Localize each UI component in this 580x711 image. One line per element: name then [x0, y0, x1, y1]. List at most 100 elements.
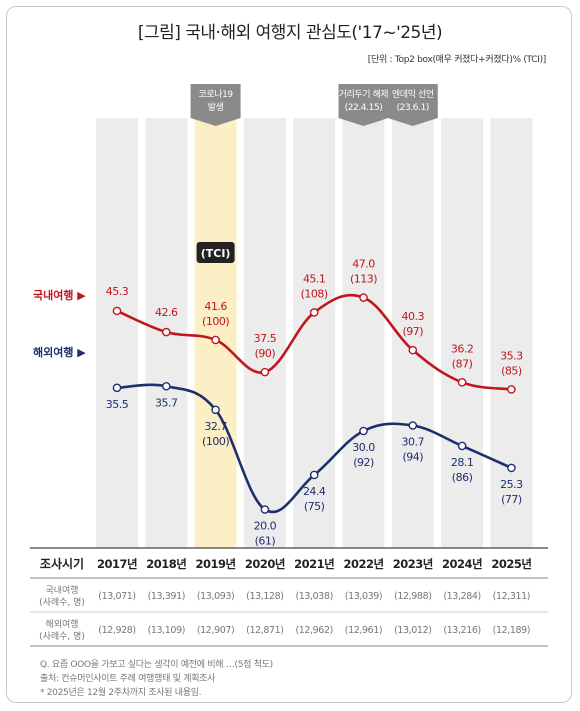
column-band — [243, 118, 286, 548]
data-point-domestic — [211, 335, 220, 345]
domestic-sample-size: (12,988) — [394, 591, 431, 602]
event-label: (22.4.15) — [345, 103, 383, 113]
question-note: Q. 요즘 OOO을 가보고 싶다는 생각이 예전에 비해 …(5점 척도) — [40, 660, 273, 670]
overseas-value-label: 30.0 — [352, 441, 375, 454]
data-point-overseas — [309, 470, 319, 480]
overseas-value-label: 32.7 — [204, 420, 227, 433]
overseas-sample-size: (13,216) — [443, 625, 480, 636]
year-tick-label: 2018년 — [146, 557, 186, 571]
domestic-sample-size: (13,071) — [98, 591, 135, 602]
event-label: 발생 — [208, 102, 224, 113]
chart-title: [그림] 국내·해외 여행지 관심도('17~'25년) — [137, 23, 443, 43]
tci-badge — [196, 242, 235, 263]
column-band — [441, 118, 484, 548]
table-header-label: 조사시기 — [40, 556, 84, 571]
domestic-sample-size: (13,093) — [197, 591, 234, 602]
domestic-value-label: 45.1 — [303, 272, 326, 285]
overseas-tci-label: (61) — [255, 535, 276, 548]
overseas-sample-size: (12,189) — [493, 625, 530, 636]
series-name-overseas: 해외여행 ▶ — [33, 345, 86, 359]
data-point-overseas — [211, 405, 220, 415]
domestic-tci-label: (100) — [202, 315, 229, 328]
domestic-value-label: 47.0 — [352, 258, 375, 271]
overseas-value-label: 24.4 — [303, 485, 326, 498]
overseas-tci-label: (77) — [501, 493, 522, 506]
event-tag — [190, 84, 241, 126]
overseas-row-label: (사례수, 명) — [39, 631, 85, 642]
domestic-row-label: (사례수, 명) — [39, 597, 85, 608]
overseas-value-label: 28.1 — [451, 456, 474, 469]
overseas-tci-label: (100) — [202, 435, 229, 448]
domestic-value-label: 37.5 — [254, 332, 277, 345]
overseas-value-label: 35.7 — [155, 396, 178, 409]
domestic-sample-size: (13,284) — [443, 591, 480, 602]
overseas-tci-label: (75) — [304, 500, 325, 513]
data-point-domestic — [457, 378, 467, 387]
domestic-tci-label: (85) — [501, 364, 522, 377]
year-tick-label: 2017년 — [97, 557, 137, 571]
overseas-sample-size: (13,109) — [148, 625, 185, 636]
overseas-value-label: 30.7 — [402, 436, 425, 449]
overseas-sample-size: (12,961) — [345, 625, 382, 636]
domestic-value-label: 41.6 — [204, 300, 227, 313]
highlight-column — [194, 90, 237, 548]
year-tick-label: 2020년 — [245, 557, 285, 571]
domestic-tci-label: (113) — [350, 273, 377, 286]
overseas-sample-size: (12,962) — [295, 625, 332, 636]
year-tick-label: 2019년 — [196, 557, 236, 571]
data-point-overseas — [457, 441, 467, 451]
year-tick-label: 2025년 — [491, 557, 531, 571]
source-note: 출처: 컨슈머인사이트 주례 여행행태 및 계획조사 — [40, 674, 216, 684]
overseas-value-label: 20.0 — [254, 520, 277, 533]
data-point-domestic — [408, 345, 418, 355]
overseas-tci-label: (86) — [452, 471, 473, 484]
year-tick-label: 2024년 — [442, 557, 482, 571]
data-point-overseas — [507, 463, 516, 473]
year-tick-label: 2023년 — [393, 557, 433, 571]
event-tag — [387, 84, 438, 126]
domestic-tci-label: (108) — [301, 287, 328, 300]
domestic-sample-size: (13,128) — [246, 591, 283, 602]
column-band — [293, 118, 336, 548]
overseas-value-label: 25.3 — [500, 478, 523, 491]
data-point-domestic — [507, 385, 516, 394]
domestic-sample-size: (13,039) — [345, 591, 382, 602]
column-band — [342, 118, 385, 548]
domestic-tci-label: (90) — [255, 347, 276, 360]
year-tick-label: 2022년 — [343, 557, 383, 571]
event-label: 엔데믹 선언 — [392, 88, 434, 100]
column-band — [96, 118, 138, 548]
data-point-domestic — [112, 306, 122, 316]
domestic-sample-size: (13,391) — [148, 591, 185, 602]
overseas-sample-size: (13,012) — [394, 625, 431, 636]
event-label: (23.6.1) — [397, 103, 429, 113]
overseas-sample-size: (12,871) — [246, 625, 283, 636]
event-label: 코로나19 — [198, 89, 233, 100]
data-point-domestic — [260, 367, 270, 377]
domestic-tci-label: (87) — [452, 357, 473, 370]
domestic-sample-size: (13,038) — [295, 591, 332, 602]
event-label: 거리두기 해제 — [339, 89, 389, 100]
domestic-value-label: 42.6 — [155, 306, 178, 319]
domestic-value-label: 40.3 — [402, 310, 425, 323]
domestic-value-label: 36.2 — [451, 342, 474, 355]
data-point-domestic — [161, 327, 171, 337]
data-point-overseas — [260, 505, 270, 514]
data-point-overseas — [161, 381, 171, 391]
data-point-overseas — [112, 383, 122, 393]
domestic-row-label: 국내여행 — [45, 584, 78, 596]
overseas-row-label: 해외여행 — [45, 618, 78, 630]
data-point-domestic — [359, 293, 368, 302]
overseas-tci-label: (92) — [353, 456, 374, 469]
overseas-sample-size: (12,907) — [197, 625, 234, 636]
domestic-tci-label: (97) — [403, 325, 424, 338]
domestic-value-label: 45.3 — [106, 285, 129, 298]
overseas-sample-size: (12,928) — [98, 625, 135, 636]
column-band — [490, 118, 533, 548]
overseas-value-label: 35.5 — [106, 398, 129, 411]
tci-badge-label: (TCI) — [201, 247, 231, 260]
period-note: * 2025년은 12월 2주차까지 조사된 내용임. — [40, 688, 202, 698]
overseas-tci-label: (94) — [403, 451, 424, 464]
series-name-domestic: 국내여행 ▶ — [33, 288, 86, 302]
